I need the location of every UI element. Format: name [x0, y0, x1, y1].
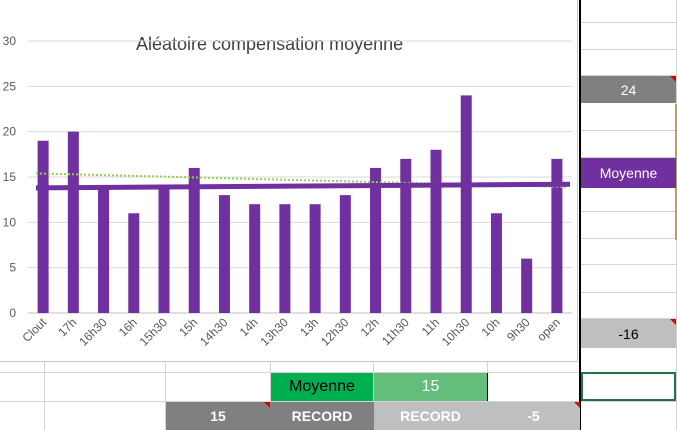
x-tick-label: 13h30	[258, 315, 292, 349]
column-border	[579, 0, 581, 430]
y-tick-label: 15	[3, 170, 17, 184]
bar	[339, 195, 351, 313]
y-tick-label: 0	[9, 306, 16, 320]
cell-record-a-text: RECORD	[291, 408, 353, 424]
selected-cell[interactable]	[581, 372, 676, 401]
chart-title: Aléatoire compensation moyenne	[136, 34, 404, 54]
cell-record-b[interactable]: RECORD	[374, 402, 487, 430]
bar	[67, 131, 79, 313]
bar	[460, 95, 472, 314]
bar	[309, 204, 321, 313]
y-tick-label: 20	[3, 125, 17, 139]
gold-border	[675, 104, 677, 240]
x-tick-label: 9h30	[504, 315, 533, 344]
cell-moyenne-row-label-text: Moyenne	[289, 378, 355, 395]
cell-record-a[interactable]: RECORD	[270, 402, 374, 430]
x-tick-label: 15h30	[137, 315, 171, 349]
cell-value-24[interactable]: 24	[581, 76, 676, 103]
x-tick-label: 12h30	[318, 315, 352, 349]
bar	[128, 213, 140, 313]
x-tick-label: Clout	[20, 315, 50, 345]
bar	[279, 204, 291, 313]
cell-record-value-15[interactable]: 15	[166, 402, 270, 430]
y-tick-label: 25	[3, 79, 17, 93]
bar-chart[interactable]: Aléatoire compensation moyenne 0 5 10 15 20 2…	[0, 0, 578, 362]
cell-value-minus16-text: -16	[618, 325, 639, 342]
x-tick-label: 16h30	[76, 315, 110, 349]
x-tick-label: open	[534, 315, 563, 344]
x-tick-label: 10h	[479, 315, 503, 339]
bar	[521, 258, 533, 313]
bar	[37, 140, 49, 313]
x-tick-label: 11h30	[379, 315, 412, 348]
x-tick-label: 14h	[237, 315, 261, 339]
cell-moyenne-row-label[interactable]: Moyenne	[271, 373, 373, 401]
bar	[98, 186, 110, 313]
cell-moyenne-label-text: Moyenne	[599, 165, 658, 181]
bar	[218, 195, 230, 313]
cell-record-value-minus5-text: -5	[527, 408, 540, 424]
bar	[158, 186, 170, 313]
x-tick-label: 13h	[297, 315, 321, 339]
bar	[249, 204, 261, 313]
x-tick-label: 14h30	[197, 315, 231, 349]
cell-moyenne-row-value-text: 15	[421, 378, 440, 395]
cell-value-minus16[interactable]: -16	[581, 319, 676, 348]
x-tick-label: 10h30	[439, 315, 473, 349]
bar	[490, 213, 502, 313]
cell-moyenne-row-value[interactable]: 15	[374, 373, 487, 401]
y-tick-label: 30	[3, 34, 17, 48]
comment-indicator	[670, 319, 676, 325]
x-tick-label: 15h	[176, 315, 200, 339]
y-tick-label: 10	[3, 215, 17, 229]
y-tick-label: 5	[9, 261, 16, 275]
bar	[551, 158, 563, 313]
cell-value-24-text: 24	[620, 81, 637, 98]
x-tick-label: 16h	[116, 315, 140, 339]
row-border	[487, 373, 488, 401]
bar	[430, 149, 442, 313]
comment-indicator	[264, 402, 270, 408]
cell-record-b-text: RECORD	[400, 408, 461, 424]
x-tick-label: 17h	[55, 315, 79, 339]
bar	[400, 158, 412, 313]
moyenne-line	[35, 181, 571, 191]
x-tick-label: 12h	[358, 315, 382, 339]
bar	[370, 167, 382, 313]
comment-indicator	[670, 76, 676, 82]
cell-moyenne-label[interactable]: Moyenne	[581, 158, 676, 188]
cell-record-value-minus5[interactable]: -5	[487, 402, 580, 430]
cell-record-value-15-text: 15	[210, 408, 226, 424]
bar	[188, 167, 200, 313]
comment-indicator	[574, 402, 580, 408]
x-tick-label: 11h	[419, 315, 442, 338]
